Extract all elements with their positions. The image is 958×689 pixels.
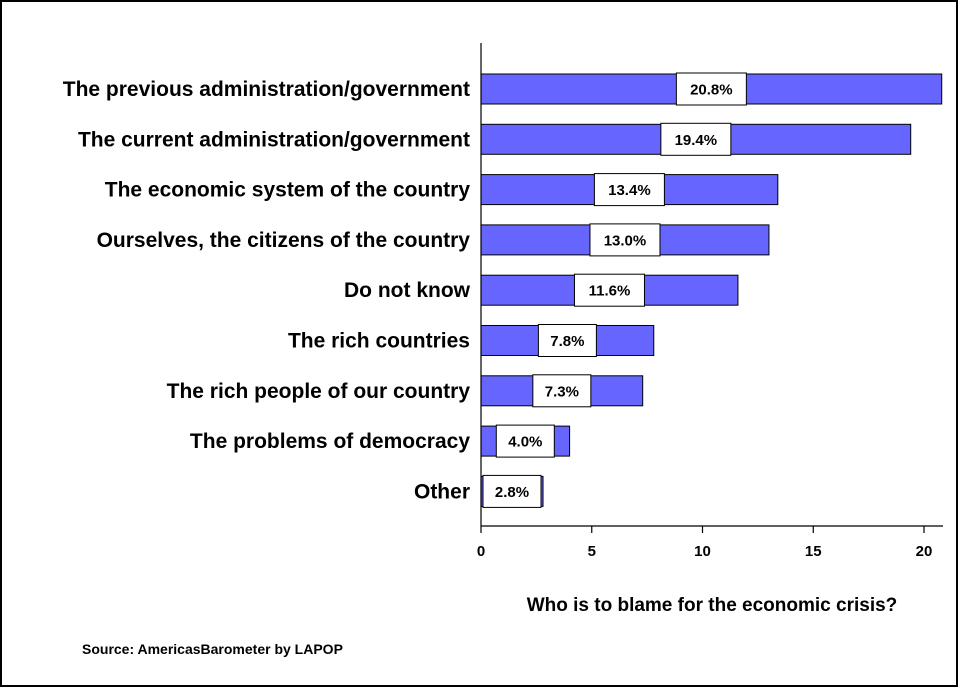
value-label-box-8: [495, 424, 555, 458]
value-labels-layer: 20.8% 19.4% 13.4% 13.0% 11.6% 7.8% 7.3% 4.0% 2.8…: [482, 72, 747, 508]
category-label-6: The rich countries: [288, 330, 470, 353]
axes-layer: 0 5 10 15 20: [477, 43, 943, 560]
category-label-8: The problems of democracy: [190, 430, 470, 453]
x-axis-title: Who is to blame for the economic crisis?: [527, 595, 898, 616]
category-label-4: Ourselves, the citizens of the country: [97, 229, 471, 252]
value-label-4: 13.0%: [604, 232, 647, 249]
value-label-box-1: [675, 72, 747, 106]
x-tick-label-15: 15: [805, 543, 822, 560]
value-label-9: 2.8%: [495, 484, 529, 501]
category-label-3: The economic system of the country: [105, 179, 471, 202]
x-tick-label-10: 10: [694, 543, 711, 560]
value-label-box-7: [532, 374, 592, 408]
x-tick-label-20: 20: [916, 543, 933, 560]
value-label-2: 19.4%: [675, 132, 718, 149]
source-note: Source: AmericasBarometer by LAPOP: [82, 641, 343, 657]
value-label-3: 13.4%: [608, 182, 651, 199]
value-label-box-3: [593, 173, 665, 207]
value-label-box-6: [537, 324, 597, 357]
x-tick-label-5: 5: [588, 543, 596, 560]
value-label-1: 20.8%: [690, 82, 733, 99]
category-label-9: Other: [414, 480, 470, 503]
value-label-box-4: [589, 223, 661, 257]
value-label-5: 11.6%: [589, 283, 631, 300]
value-label-8: 4.0%: [508, 434, 542, 451]
category-label-7: The rich people of our country: [167, 380, 471, 403]
value-label-6: 7.8%: [550, 333, 584, 350]
value-label-box-9: [482, 474, 542, 508]
x-tick-label-0: 0: [477, 543, 485, 560]
value-label-box-2: [660, 122, 732, 156]
category-label-2: The current administration/government: [78, 128, 470, 151]
category-label-5: Do not know: [344, 279, 471, 302]
category-label-1: The previous administration/government: [63, 78, 470, 101]
value-label-box-5: [573, 273, 645, 307]
value-label-7: 7.3%: [545, 383, 579, 400]
category-labels-layer: The previous administration/government Th…: [63, 78, 471, 503]
